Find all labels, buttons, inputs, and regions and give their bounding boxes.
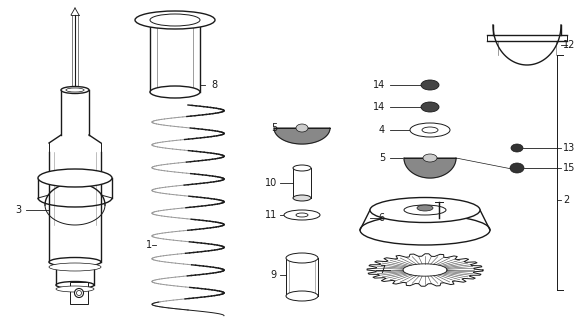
Ellipse shape (370, 197, 480, 222)
Ellipse shape (511, 144, 523, 152)
Ellipse shape (49, 258, 101, 267)
Ellipse shape (296, 124, 308, 132)
Ellipse shape (150, 86, 200, 98)
Text: 14: 14 (373, 80, 385, 90)
Text: 8: 8 (211, 80, 217, 90)
Text: 11: 11 (265, 210, 277, 220)
Ellipse shape (49, 263, 101, 271)
Text: 2: 2 (563, 195, 569, 205)
Text: 5: 5 (379, 153, 385, 163)
Text: 1: 1 (146, 240, 152, 250)
Text: 10: 10 (265, 178, 277, 188)
Text: 12: 12 (563, 40, 575, 50)
Text: 6: 6 (379, 213, 385, 223)
Ellipse shape (404, 205, 446, 215)
Ellipse shape (422, 127, 438, 133)
Ellipse shape (286, 253, 318, 263)
Text: 7: 7 (379, 265, 385, 275)
Text: 9: 9 (271, 270, 277, 280)
Ellipse shape (410, 123, 450, 137)
Ellipse shape (286, 291, 318, 301)
Text: 3: 3 (15, 205, 21, 215)
Ellipse shape (75, 289, 83, 298)
Ellipse shape (293, 195, 311, 201)
Ellipse shape (284, 210, 320, 220)
Ellipse shape (38, 169, 112, 187)
Ellipse shape (417, 205, 433, 211)
Ellipse shape (510, 163, 524, 173)
Text: 15: 15 (563, 163, 575, 173)
Ellipse shape (293, 165, 311, 171)
Ellipse shape (56, 286, 94, 292)
Text: 5: 5 (271, 123, 277, 133)
Polygon shape (274, 128, 330, 144)
Ellipse shape (56, 282, 94, 289)
Ellipse shape (66, 88, 84, 92)
Ellipse shape (423, 154, 437, 162)
Ellipse shape (421, 80, 439, 90)
Text: 14: 14 (373, 102, 385, 112)
Ellipse shape (135, 11, 215, 29)
Ellipse shape (76, 291, 82, 295)
Text: 13: 13 (563, 143, 575, 153)
Ellipse shape (296, 213, 308, 217)
Ellipse shape (360, 215, 490, 245)
Ellipse shape (150, 14, 200, 26)
Ellipse shape (421, 102, 439, 112)
Text: 4: 4 (379, 125, 385, 135)
Polygon shape (367, 254, 483, 286)
Bar (70, 282, 88, 304)
Polygon shape (404, 158, 456, 178)
Polygon shape (493, 25, 561, 65)
Ellipse shape (61, 86, 89, 93)
